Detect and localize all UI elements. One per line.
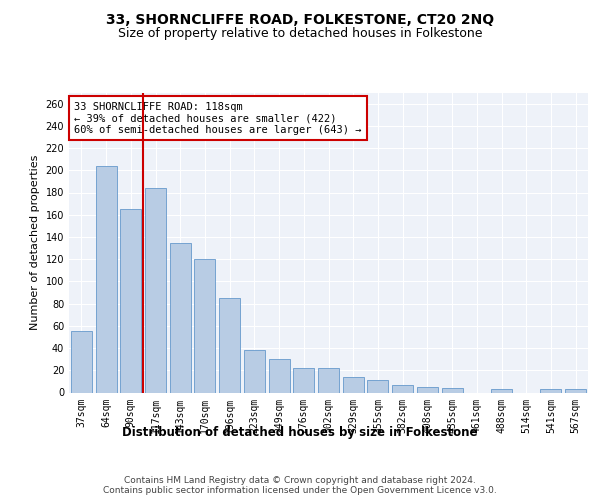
Text: Distribution of detached houses by size in Folkestone: Distribution of detached houses by size …: [122, 426, 478, 439]
Bar: [417, 387, 438, 392]
Bar: [318, 368, 339, 392]
Bar: [244, 350, 265, 393]
Bar: [541, 389, 562, 392]
Text: Size of property relative to detached houses in Folkestone: Size of property relative to detached ho…: [118, 28, 482, 40]
Bar: [219, 298, 240, 392]
Bar: [392, 384, 413, 392]
Bar: [367, 380, 388, 392]
Text: 33, SHORNCLIFFE ROAD, FOLKESTONE, CT20 2NQ: 33, SHORNCLIFFE ROAD, FOLKESTONE, CT20 2…: [106, 12, 494, 26]
Bar: [343, 377, 364, 392]
Bar: [565, 389, 586, 392]
Bar: [269, 359, 290, 392]
Bar: [95, 166, 116, 392]
Bar: [491, 389, 512, 392]
Bar: [170, 242, 191, 392]
Bar: [293, 368, 314, 392]
Text: 33 SHORNCLIFFE ROAD: 118sqm
← 39% of detached houses are smaller (422)
60% of se: 33 SHORNCLIFFE ROAD: 118sqm ← 39% of det…: [74, 102, 362, 134]
Bar: [442, 388, 463, 392]
Bar: [120, 209, 141, 392]
Text: Contains HM Land Registry data © Crown copyright and database right 2024.
Contai: Contains HM Land Registry data © Crown c…: [103, 476, 497, 495]
Bar: [194, 259, 215, 392]
Y-axis label: Number of detached properties: Number of detached properties: [30, 155, 40, 330]
Bar: [71, 332, 92, 392]
Bar: [145, 188, 166, 392]
